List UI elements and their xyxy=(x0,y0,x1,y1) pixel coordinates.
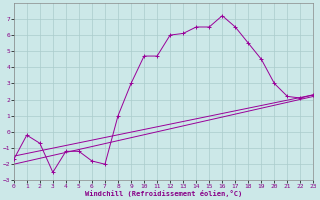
X-axis label: Windchill (Refroidissement éolien,°C): Windchill (Refroidissement éolien,°C) xyxy=(85,190,242,197)
